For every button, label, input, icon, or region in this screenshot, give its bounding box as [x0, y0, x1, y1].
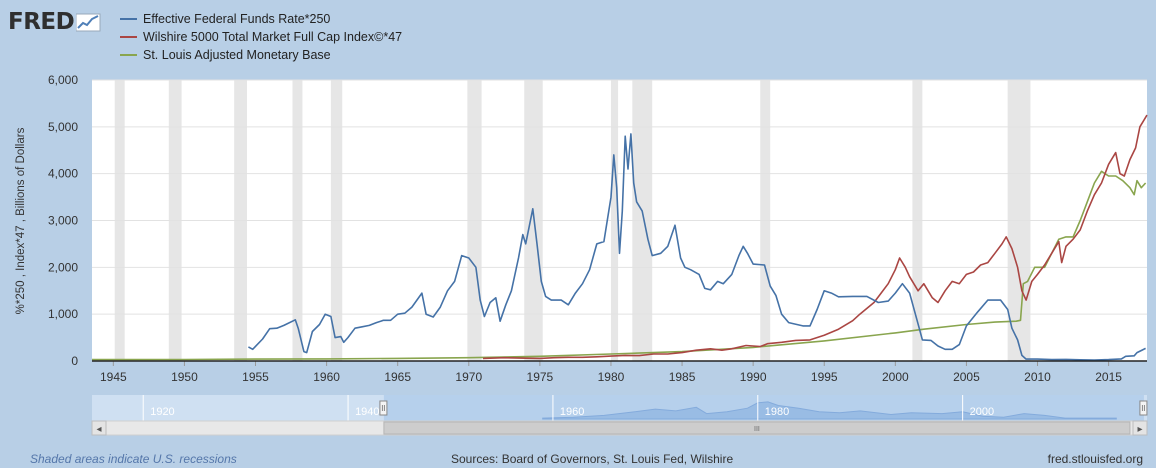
legend-item[interactable]: Wilshire 5000 Total Market Full Cap Inde…: [120, 28, 402, 46]
scroll-right-button[interactable]: [1132, 420, 1148, 436]
scrollbar-thumb[interactable]: [383, 421, 1131, 435]
scroll-left-button[interactable]: [91, 420, 107, 436]
legend-label: Wilshire 5000 Total Market Full Cap Inde…: [143, 30, 403, 44]
legend-swatch: [120, 36, 137, 38]
legend-label: St. Louis Adjusted Monetary Base: [143, 48, 331, 62]
legend-label: Effective Federal Funds Rate*250: [143, 12, 331, 26]
x-tick-label: 2015: [1095, 370, 1122, 384]
y-tick-label: 2,000: [48, 260, 78, 274]
navigator-label: 1980: [765, 406, 789, 418]
x-tick-label: 1985: [669, 370, 696, 384]
x-tick-label: 2005: [953, 370, 980, 384]
y-tick-label: 1,000: [48, 307, 78, 321]
x-tick-label: 2000: [882, 370, 909, 384]
x-tick-label: 1970: [455, 370, 482, 384]
scroll-right-arrow-icon: ▸: [1137, 424, 1142, 435]
navigator-label: 2000: [970, 406, 994, 418]
navigator-label: 1920: [150, 406, 174, 418]
x-tick-label: 1945: [100, 370, 127, 384]
x-tick-label: 1980: [598, 370, 625, 384]
y-tick-label: 0: [71, 354, 78, 368]
series-line: [248, 133, 1146, 361]
sources-text: Sources: Board of Governors, St. Louis F…: [451, 452, 734, 466]
scroll-left-arrow-icon: ◂: [96, 424, 101, 435]
navigator-selection: [383, 395, 1144, 421]
y-tick-label: 3,000: [48, 214, 78, 228]
chart-trend-icon: [76, 13, 101, 32]
x-tick-label: 1995: [811, 370, 838, 384]
navigator-label: 1960: [560, 406, 584, 418]
fred-logo[interactable]: FRED: [8, 9, 102, 35]
x-tick-label: 1960: [313, 370, 340, 384]
x-tick-label: 1965: [384, 370, 411, 384]
navigator-handle[interactable]: [1139, 400, 1148, 416]
navigator-label: 1940: [355, 406, 379, 418]
chart: 0 1,000 2,000 3,000 4,000 5,000 6,000 1945 1950 1…: [15, 73, 1148, 436]
chart-legend: Effective Federal Funds Rate*250 Wilshir…: [120, 10, 402, 64]
x-tick-label: 2010: [1024, 370, 1051, 384]
x-tick-label: 1975: [527, 370, 554, 384]
y-axis-title: %*250 , Index*47 , Billions of Dollars: [15, 127, 27, 314]
legend-item[interactable]: Effective Federal Funds Rate*250: [120, 10, 402, 28]
navigator-handle[interactable]: [379, 400, 388, 416]
logo-text: FRED: [8, 9, 75, 35]
legend-swatch: [120, 18, 137, 20]
recession-note: Shaded areas indicate U.S. recessions: [30, 452, 237, 466]
x-tick-label: 1950: [171, 370, 198, 384]
x-tick-label: 1955: [242, 370, 269, 384]
y-tick-label: 4,000: [48, 167, 78, 181]
x-tick-label: 1990: [740, 370, 767, 384]
series-line: [482, 114, 1148, 360]
legend-item[interactable]: St. Louis Adjusted Monetary Base: [120, 46, 402, 64]
y-tick-label: 6,000: [48, 73, 78, 87]
site-link[interactable]: fred.stlouisfed.org: [1047, 452, 1143, 466]
legend-swatch: [120, 54, 137, 56]
series-line: [91, 170, 1147, 361]
scrollbar-grip: III: [754, 426, 760, 433]
y-tick-label: 5,000: [48, 120, 78, 134]
